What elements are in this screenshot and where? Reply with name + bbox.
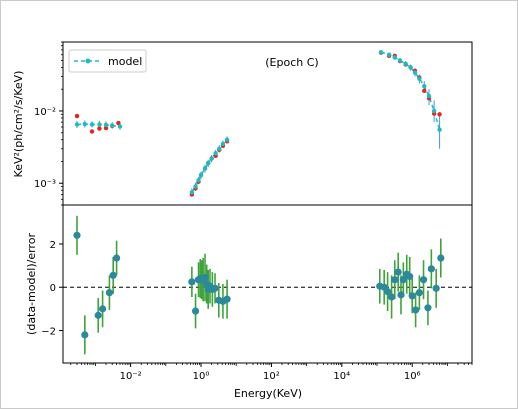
model-point <box>103 122 109 128</box>
model-point <box>408 65 413 70</box>
residual-point <box>109 271 117 279</box>
model-point <box>198 172 204 178</box>
data-point <box>74 113 80 119</box>
x-tick-label: 10⁻² <box>120 371 142 382</box>
residual-point <box>432 284 440 292</box>
residual-point <box>98 305 107 313</box>
model-point <box>224 137 230 142</box>
residual-point <box>397 291 405 299</box>
x-tick-label: 10² <box>263 371 280 382</box>
model-point <box>220 141 226 147</box>
chart-title: (Epoch C) <box>265 56 318 69</box>
legend-model-marker <box>85 58 91 64</box>
model-point <box>392 55 397 60</box>
x-tick-label: 10⁴ <box>333 371 350 382</box>
model-point <box>117 124 123 129</box>
bottom-y-axis-label: (data-model)/error <box>25 233 38 335</box>
residual-point <box>73 231 81 239</box>
residual-point <box>427 265 435 273</box>
x-tick-label: 10⁰ <box>193 371 210 382</box>
model-point <box>412 70 418 75</box>
residual-point <box>383 287 392 296</box>
bottom-data-layer <box>63 215 472 355</box>
residual-point <box>81 331 89 339</box>
data-point <box>97 126 102 131</box>
model-point <box>202 166 208 171</box>
data-point <box>422 88 427 94</box>
model-point <box>397 58 403 63</box>
residual-point <box>94 311 102 319</box>
residual-point <box>113 254 121 262</box>
model-point <box>217 146 222 151</box>
data-point <box>103 125 109 131</box>
data-point <box>89 129 95 134</box>
bottom-axes-frame <box>62 204 473 364</box>
residual-point <box>223 295 231 303</box>
residual-point <box>412 306 420 314</box>
x-axis-label: Energy(KeV) <box>234 387 302 400</box>
residual-point <box>201 273 209 282</box>
residual-point <box>188 278 196 286</box>
residual-point <box>408 292 416 300</box>
top-y-tick-label: 10⁻² <box>34 107 56 118</box>
residual-point <box>191 307 200 315</box>
bottom-y-tick-label: 0 <box>50 283 56 294</box>
residual-point <box>391 276 399 284</box>
model-point <box>431 108 437 114</box>
residual-point <box>415 289 423 297</box>
model-point <box>110 123 115 128</box>
model-point <box>89 122 95 127</box>
model-point <box>82 121 88 127</box>
residual-point <box>388 293 396 301</box>
model-point <box>97 122 102 127</box>
model-point <box>417 76 422 81</box>
top-data-layer <box>74 50 442 197</box>
model-point <box>378 50 384 55</box>
model-point <box>205 160 211 166</box>
residual-point <box>399 276 407 284</box>
residual-point <box>211 284 219 292</box>
model-point <box>74 122 80 127</box>
model-point <box>403 61 408 66</box>
legend-box <box>68 49 147 73</box>
legend-model-label: model <box>108 55 142 68</box>
model-point <box>209 156 214 161</box>
model-point <box>196 178 201 183</box>
top-y-tick-label: 10⁻³ <box>34 179 56 190</box>
residual-point <box>394 268 402 276</box>
model-point <box>437 127 442 132</box>
bottom-ticks: −2 0 2 10⁻² 10⁰ 10² 10⁴ 10⁶ <box>41 240 473 382</box>
bottom-y-tick-label: 2 <box>50 240 56 251</box>
model-point <box>386 52 392 57</box>
model-series-line <box>380 51 441 130</box>
model-point <box>213 151 218 156</box>
chart-title-text: (Epoch C) <box>265 56 318 69</box>
model-point <box>422 84 427 89</box>
data-point <box>437 112 442 117</box>
model-point <box>426 94 432 99</box>
residual-point <box>424 304 432 312</box>
residual-point <box>419 276 428 284</box>
model-point <box>193 184 198 189</box>
residual-point <box>105 289 114 297</box>
x-tick-label: 10⁶ <box>404 371 421 382</box>
residual-point <box>437 254 445 262</box>
bottom-y-tick-label: −2 <box>41 327 56 338</box>
top-y-axis-label: KeV²(ph/cm²/s/KeV) <box>12 71 25 178</box>
data-point <box>116 120 121 126</box>
residual-point <box>406 272 414 281</box>
legend: model <box>68 49 147 73</box>
model-point <box>189 190 195 195</box>
top-panel: 10⁻³ 10⁻² (Epoch C) KeV²(ph/cm²/s/KeV) mo… <box>12 41 473 206</box>
top-ticks: 10⁻³ 10⁻² <box>34 41 63 206</box>
